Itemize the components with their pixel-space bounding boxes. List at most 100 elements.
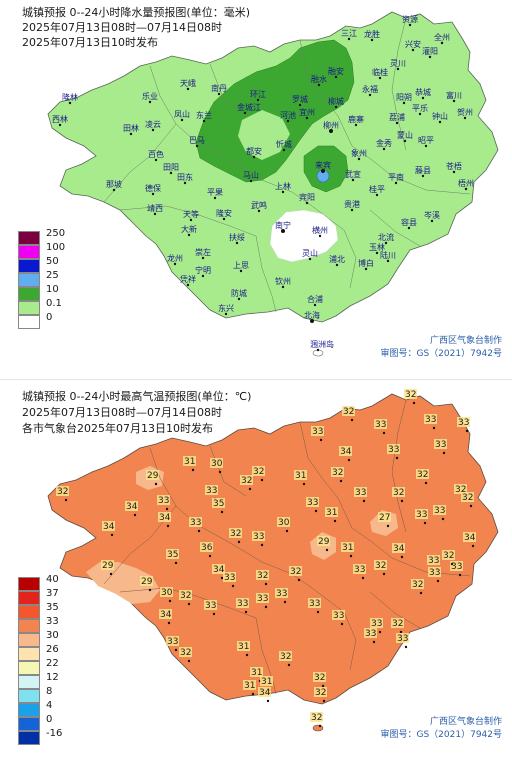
temp-value-label: 33	[355, 488, 366, 498]
town-marker	[430, 219, 434, 223]
temp-legend-label: -16	[46, 728, 63, 739]
town-marker	[407, 226, 411, 230]
town-label: 全州	[434, 32, 450, 42]
temp-station-marker	[285, 529, 289, 533]
temp-station-marker	[316, 610, 320, 614]
temp-value-tag	[236, 598, 249, 608]
temp-station-marker	[220, 576, 224, 580]
town-marker	[213, 196, 217, 200]
temp-value-tag	[378, 512, 391, 522]
town-marker	[368, 93, 372, 97]
town-label: 玉林	[369, 242, 385, 252]
town-label: 上林	[275, 181, 291, 191]
temp-value-label: 29	[147, 471, 159, 481]
temp-station-marker	[287, 663, 291, 667]
temp-value-label: 32	[455, 485, 466, 495]
town-marker	[186, 283, 190, 287]
temp-legend-swatch	[18, 703, 40, 717]
town-label: 百色	[148, 149, 164, 159]
town-label: 田林	[123, 123, 139, 133]
temp-station-marker	[458, 573, 462, 577]
town-marker	[68, 101, 72, 105]
temp-value-tag	[279, 651, 292, 661]
temp-value-label: 33	[434, 506, 445, 516]
town-marker	[408, 23, 412, 27]
temp-station-marker	[382, 431, 386, 435]
town-label: 苍梧	[446, 161, 462, 171]
town-label: 天等	[183, 209, 199, 219]
town-marker	[421, 96, 425, 100]
rain-credit-number: 审图号：GS（2021）7942号	[380, 349, 503, 359]
rain-10mm-area-2	[303, 145, 349, 193]
town-marker	[180, 118, 184, 122]
temp-station-marker	[471, 544, 475, 548]
temp-value-tag	[387, 444, 400, 454]
temp-station-marker	[191, 468, 195, 472]
temp-legend-swatch	[18, 605, 40, 619]
town-label: 荔浦	[389, 112, 405, 122]
town-marker	[305, 116, 309, 120]
temp-value-tag	[325, 507, 338, 517]
town-marker	[357, 157, 361, 161]
town-label: 临桂	[372, 67, 388, 77]
temp-legend-label: 37	[46, 588, 59, 599]
temp-value-label: 33	[429, 568, 440, 578]
rain-legend-swatch	[18, 315, 40, 329]
temp-value-label: 33	[371, 619, 382, 629]
temp-station-marker	[469, 504, 473, 508]
temp-value-label: 32	[290, 567, 301, 577]
temp-value-label: 33	[276, 589, 287, 599]
temp-station-marker	[260, 478, 264, 482]
temp-value-label: 34	[259, 688, 271, 698]
temp-value-tag	[205, 485, 218, 495]
temp-value-tag	[342, 406, 355, 416]
town-marker	[316, 348, 320, 352]
weizhou-island	[312, 724, 324, 732]
town-marker	[335, 263, 339, 267]
temp-station-marker	[319, 438, 323, 442]
town-marker	[257, 209, 261, 213]
temp-value-label: 30	[161, 588, 173, 598]
town-marker	[382, 147, 386, 151]
temp-legend-swatch	[18, 675, 40, 689]
rain-legend-swatch	[18, 301, 40, 315]
temp-value-label: 32	[314, 673, 325, 683]
temp-station-marker	[244, 610, 248, 614]
town-label: 环江	[250, 90, 266, 99]
temp-map-period: 2025年07月13日08时—07月14日08时	[22, 406, 222, 419]
temp-value-tag	[424, 414, 437, 424]
temp-station-marker	[212, 612, 216, 616]
temp-value-tag	[157, 495, 170, 505]
temp-value-tag	[256, 570, 269, 580]
rain-legend-label: 250	[46, 228, 66, 239]
temp-value-tag	[183, 456, 196, 466]
temp-value-tag	[374, 419, 387, 429]
temp-value-label: 33	[167, 637, 178, 647]
temp-station-marker	[109, 572, 113, 576]
town-marker	[237, 297, 241, 301]
temp-legend-swatch	[18, 647, 40, 661]
rain-legend-label: 100	[46, 242, 66, 253]
town-label: 隆林	[62, 92, 78, 102]
temp-value-label: 34	[464, 533, 476, 543]
temp-station-marker	[361, 576, 365, 580]
town-label: 德保	[145, 183, 161, 193]
temp-value-tag	[354, 487, 367, 497]
temp-value-label: 30	[278, 518, 290, 528]
town-label: 扶绥	[229, 232, 245, 242]
town-label: 宁明	[195, 265, 211, 275]
town-marker	[281, 190, 285, 194]
town-label: 武宣	[345, 169, 361, 179]
temp-value-label: 31	[261, 677, 272, 687]
temp-value-tag	[411, 579, 424, 589]
temp-legend-label: 0	[46, 714, 53, 725]
temp-legend-swatch	[18, 689, 40, 703]
town-marker	[249, 179, 253, 183]
temp-legend-label: 40	[46, 574, 59, 585]
town-label: 阳朔	[396, 92, 412, 102]
town-label: 桂平	[369, 184, 385, 194]
temp-station-marker	[386, 524, 390, 528]
rain-map-issued: 2025年07月13日10时发布	[22, 36, 158, 49]
temp-value-tag	[457, 417, 470, 427]
temp-value-tag	[102, 521, 115, 531]
